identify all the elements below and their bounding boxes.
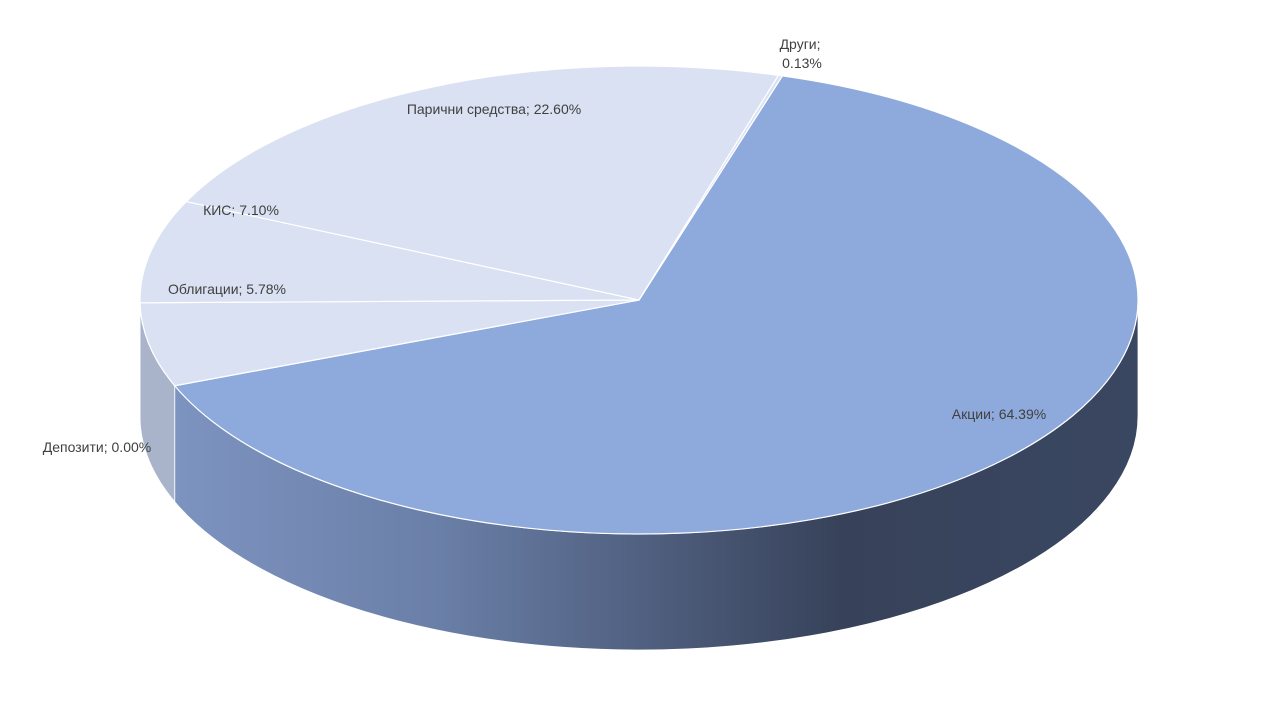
label-separator: ; xyxy=(239,281,247,297)
label-category: Акции xyxy=(952,406,991,422)
pie-tops xyxy=(140,66,1138,534)
data-label: КИС; 7.10% xyxy=(203,202,279,218)
data-label: Депозити; 0.00% xyxy=(43,439,151,455)
data-label: Облигации; 5.78% xyxy=(168,281,286,297)
label-separator: ; xyxy=(817,36,825,52)
label-category: Депозити xyxy=(43,439,104,455)
data-label: Други; 0.13% xyxy=(780,36,825,71)
label-value: 22.60% xyxy=(534,101,581,117)
label-category: Облигации xyxy=(168,281,239,297)
data-label: Акции; 64.39% xyxy=(952,406,1046,422)
label-value: 0.00% xyxy=(112,439,152,455)
label-value: 7.10% xyxy=(239,202,279,218)
label-category: Други xyxy=(780,36,817,52)
label-value: 5.78% xyxy=(246,281,286,297)
data-label: Парични средства; 22.60% xyxy=(407,101,581,117)
label-value: 64.39% xyxy=(999,406,1046,422)
label-separator: ; xyxy=(991,406,999,422)
label-separator: ; xyxy=(104,439,112,455)
label-category: КИС xyxy=(203,202,231,218)
label-value: 0.13% xyxy=(782,55,822,71)
label-separator: ; xyxy=(526,101,534,117)
label-separator: ; xyxy=(231,202,239,218)
label-category: Парични средства xyxy=(407,101,526,117)
